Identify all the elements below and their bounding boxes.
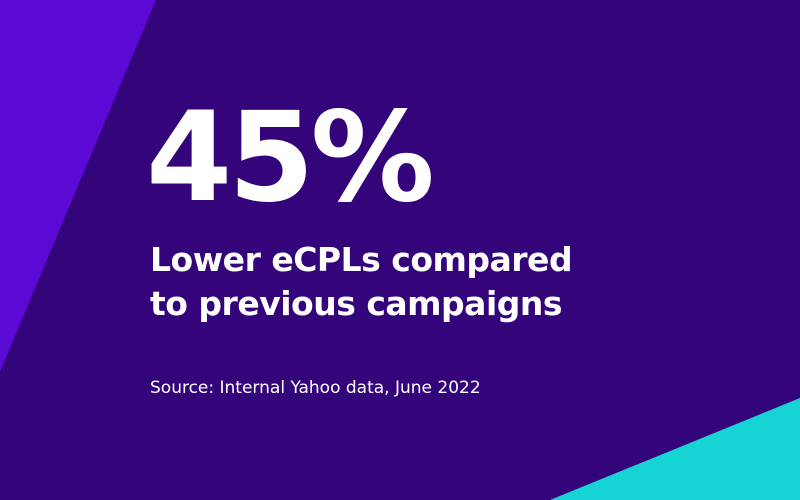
source-note: Source: Internal Yahoo data, June 2022: [150, 378, 481, 398]
corner-accent-shape: [550, 398, 800, 500]
headline-line-2: to previous campaigns: [150, 284, 563, 323]
headline: Lower eCPLs compared to previous campaig…: [150, 238, 670, 326]
headline-line-1: Lower eCPLs compared: [150, 240, 573, 279]
stat-value: 45%: [146, 86, 435, 230]
left-accent-shape: [0, 0, 156, 372]
